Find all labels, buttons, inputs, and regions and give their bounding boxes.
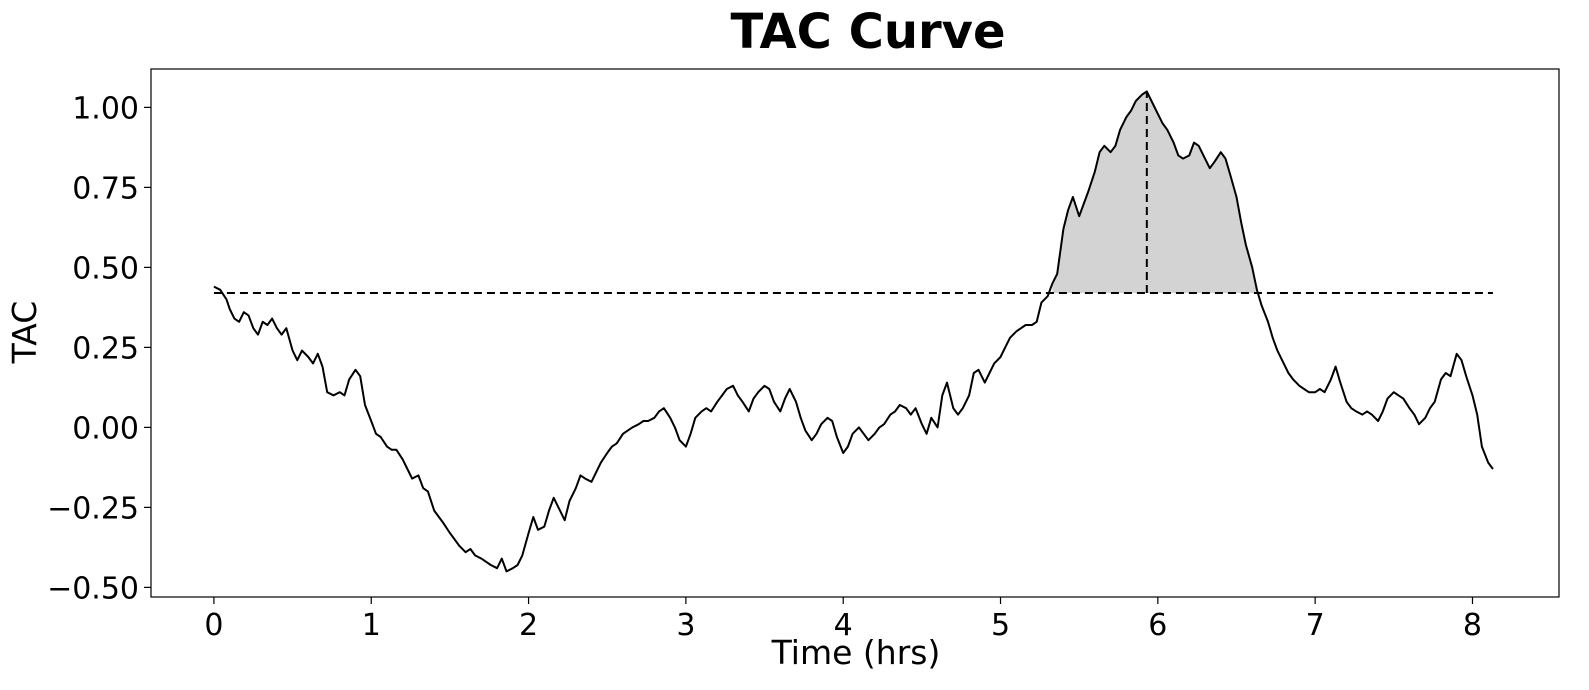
x-tick-label: 1	[362, 608, 381, 643]
chart-title: TAC Curve	[730, 4, 1005, 60]
x-tick-label: 5	[991, 608, 1010, 643]
y-tick-label: 0.50	[72, 251, 139, 286]
x-tick-label: 4	[834, 608, 853, 643]
auc-shaded-region	[1052, 91, 1257, 294]
x-axis: 0 1 2 3 4 5 6 7 8	[204, 597, 1482, 643]
plot-frame	[150, 68, 1560, 598]
y-tick-label: 1.00	[72, 91, 139, 126]
tac-series-line	[213, 90, 1494, 573]
x-axis-label: Time (hrs)	[771, 633, 941, 672]
plot-area	[150, 68, 1560, 598]
y-tick-label: 0.00	[72, 411, 139, 446]
x-tick-label: 0	[204, 608, 223, 643]
y-tick-label: −0.50	[47, 571, 139, 606]
x-tick-label: 3	[676, 608, 695, 643]
x-tick-label: 6	[1148, 608, 1167, 643]
y-tick-label: 0.25	[72, 331, 139, 366]
x-tick-label: 7	[1306, 608, 1325, 643]
y-axis: −0.50 −0.25 0.00 0.25 0.50 0.75 1.00	[47, 91, 151, 606]
y-tick-label: −0.25	[47, 491, 139, 526]
y-axis-label: TAC	[5, 301, 44, 365]
y-tick-label: 0.75	[72, 171, 139, 206]
x-tick-label: 8	[1463, 608, 1482, 643]
x-tick-label: 2	[519, 608, 538, 643]
